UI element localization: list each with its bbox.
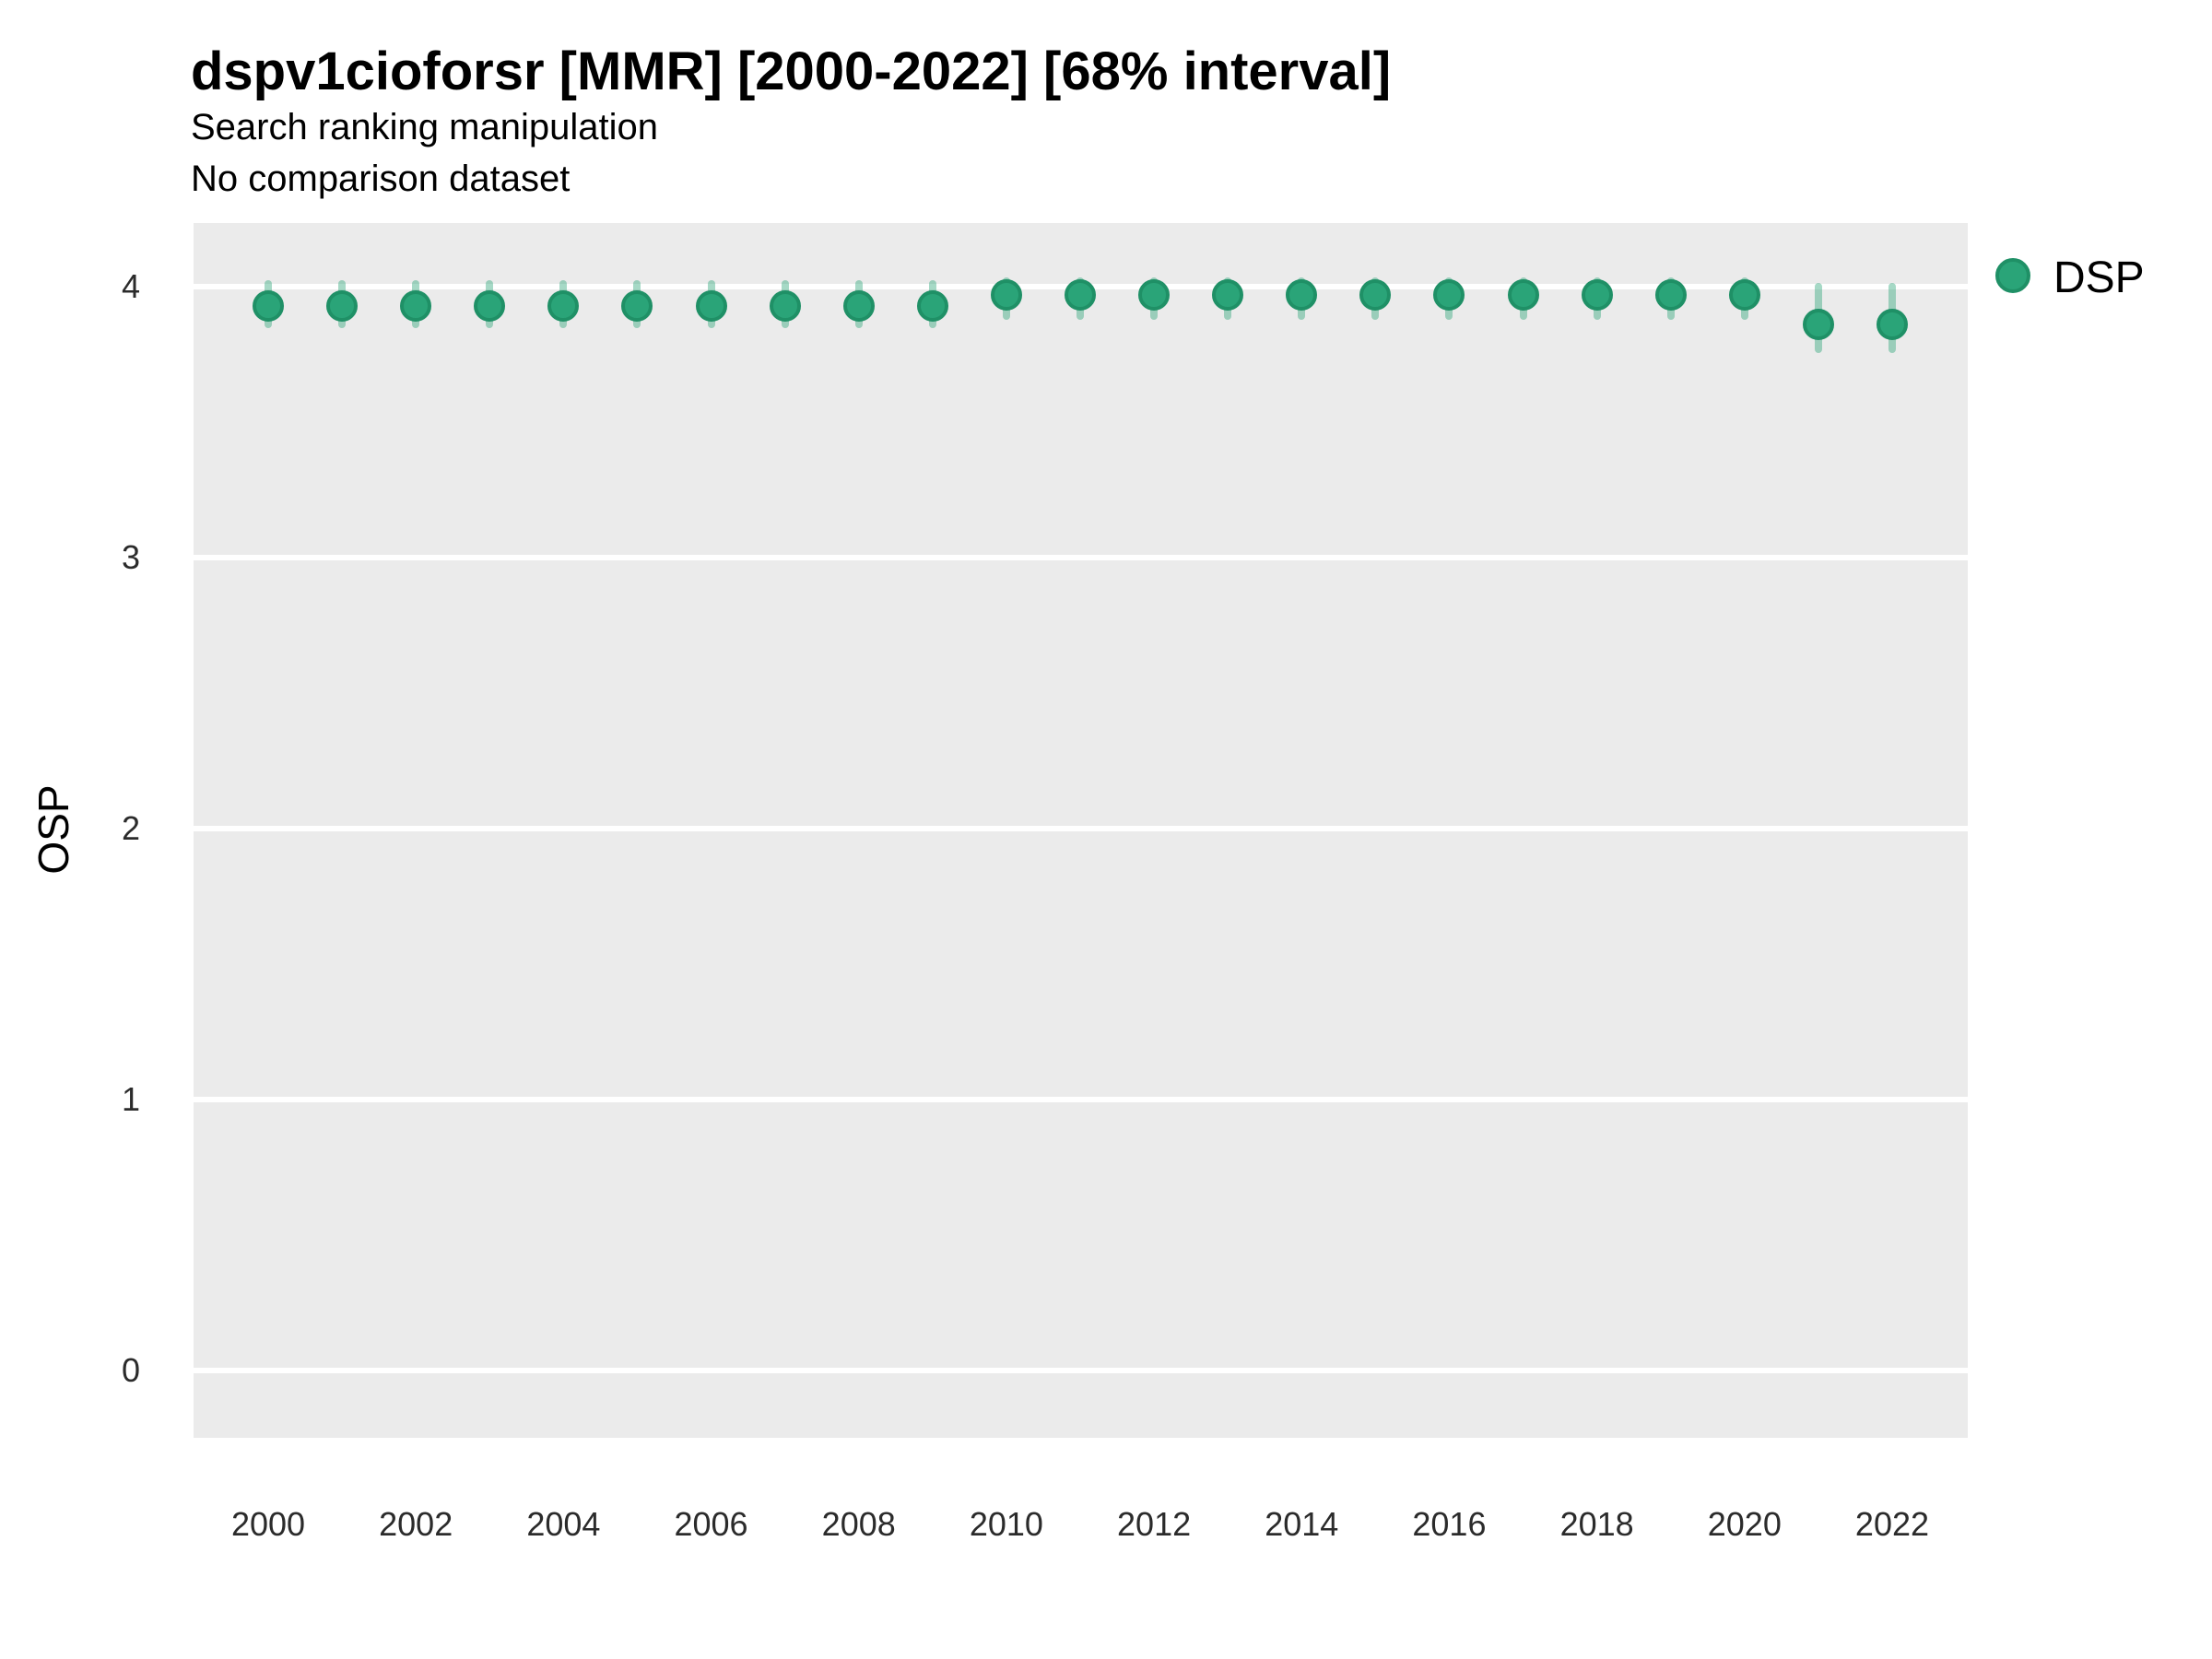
x-tick-label-2000: 2000 (230, 1505, 306, 1543)
data-point-2010 (990, 278, 1022, 311)
data-point-2005 (621, 289, 653, 322)
data-point-2015 (1359, 278, 1392, 311)
chart-subtitle: Search ranking manipulation (191, 107, 658, 147)
data-point-2013 (1212, 278, 1244, 311)
y-tick-label-2: 2 (121, 809, 140, 847)
y-tick-label-1: 1 (121, 1080, 140, 1118)
data-point-2012 (1138, 278, 1171, 311)
data-point-2004 (547, 289, 580, 322)
x-tick-label-2006: 2006 (674, 1505, 748, 1543)
gridline-y-2 (194, 826, 1968, 831)
chart-note: No comparison dataset (191, 159, 571, 199)
x-tick-label-2020: 2020 (1707, 1505, 1782, 1543)
data-point-2001 (326, 289, 359, 322)
y-tick-label-0: 0 (121, 1351, 140, 1389)
x-tick-label-2012: 2012 (1117, 1505, 1192, 1543)
x-tick-label-2018: 2018 (1559, 1505, 1634, 1543)
data-point-2002 (400, 289, 432, 322)
data-point-2014 (1286, 278, 1318, 311)
x-tick-label-2010: 2010 (969, 1505, 1043, 1543)
data-point-2017 (1507, 278, 1539, 311)
data-point-2006 (695, 289, 727, 322)
data-point-2011 (1064, 278, 1096, 311)
chart-title: dspv1cioforsr [MMR] [2000-2022] [68% int… (191, 41, 1392, 101)
data-point-2008 (842, 289, 875, 322)
data-point-2019 (1654, 278, 1687, 311)
data-point-2022 (1876, 309, 1908, 341)
data-point-2003 (474, 289, 506, 322)
y-tick-label-4: 4 (121, 267, 140, 305)
gridline-y-1 (194, 1097, 1968, 1102)
x-tick-label-2014: 2014 (1265, 1505, 1339, 1543)
x-tick-label-2016: 2016 (1412, 1505, 1487, 1543)
data-point-2018 (1581, 278, 1613, 311)
data-point-2020 (1728, 278, 1760, 311)
x-tick-label-2008: 2008 (821, 1505, 896, 1543)
data-point-2016 (1433, 278, 1465, 311)
gridline-y-0 (194, 1368, 1968, 1373)
gridline-y-3 (194, 555, 1968, 560)
data-point-2009 (916, 289, 948, 322)
legend-label: DSP (2053, 253, 2145, 302)
data-point-2007 (769, 289, 801, 322)
data-point-2000 (253, 289, 284, 322)
x-tick-label-2004: 2004 (526, 1505, 601, 1543)
data-point-2021 (1802, 309, 1834, 341)
y-tick-label-3: 3 (121, 538, 140, 576)
plot-panel (194, 223, 1968, 1438)
x-tick-label-2002: 2002 (379, 1505, 453, 1543)
legend-point-icon (1995, 258, 2030, 293)
x-tick-label-2022: 2022 (1854, 1505, 1930, 1543)
